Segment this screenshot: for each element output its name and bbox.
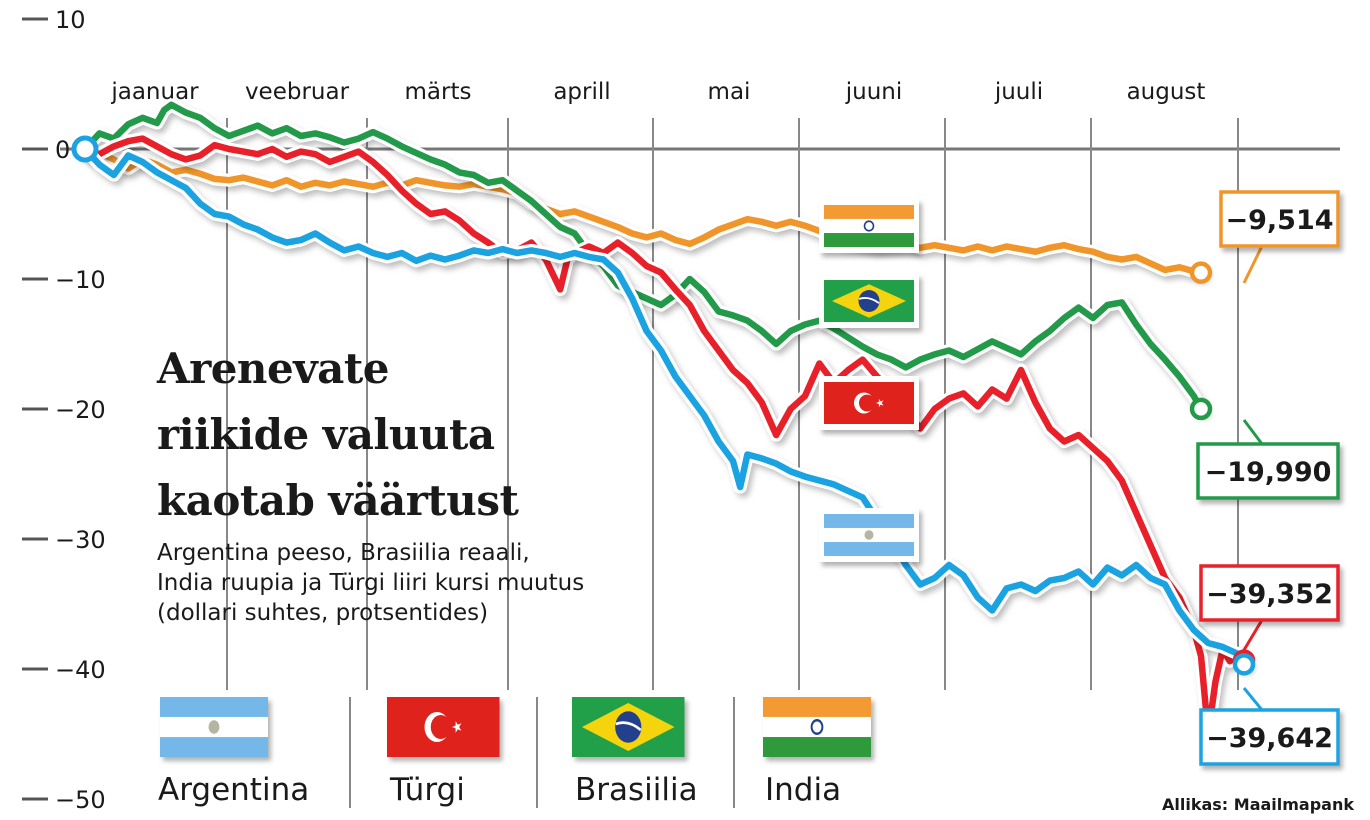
callout-box — [1199, 708, 1340, 766]
series-line-brasiilia — [81, 101, 1205, 413]
series-line-india — [81, 145, 1205, 276]
callout-box — [1199, 564, 1340, 622]
start-marker — [71, 135, 99, 163]
x-axis: jaanuar veebruar märts aprill mai juuni juuli a… — [110, 79, 1205, 105]
end-marker — [1189, 397, 1213, 421]
value-callout-brasiilia: −19,990 — [1189, 397, 1340, 500]
callout-tail — [1242, 419, 1265, 446]
month-label: august — [1127, 79, 1206, 105]
flag-brazil-inline — [819, 274, 919, 328]
source-note: Allikas: Maailmapank — [1162, 795, 1354, 814]
flag-argentina-inline — [819, 508, 919, 562]
series-lines — [78, 98, 1251, 741]
subtitle-line: India ruupia ja Türgi liiri kursi muutus — [157, 570, 585, 596]
value-label: −39,352 — [1206, 579, 1333, 610]
title-line: riikide valuuta — [157, 410, 495, 459]
end-markers: −9,514 −19,990 −39,352 −39,642 — [71, 135, 1340, 766]
end-marker — [1232, 653, 1256, 676]
y-tick-label: −30 — [55, 526, 106, 554]
callout-tail — [1242, 687, 1266, 712]
callout-box — [1219, 190, 1340, 248]
legend-flag-argentina — [160, 697, 268, 757]
month-label: juuni — [845, 79, 903, 105]
legend-label-brazil: Brasiilia — [575, 772, 698, 808]
value-label: −39,642 — [1206, 723, 1333, 754]
subtitle-line: (dollari suhtes, protsentides) — [157, 600, 489, 626]
y-tick-label: 10 — [55, 6, 86, 34]
y-tick-label: −50 — [55, 786, 106, 814]
end-marker — [1189, 261, 1213, 284]
y-tick-label: −20 — [55, 396, 106, 424]
month-label: juuli — [994, 79, 1043, 105]
value-callout-india: −9,514 — [1189, 190, 1340, 284]
month-label: jaanuar — [110, 79, 199, 105]
callout-tail — [1242, 618, 1265, 651]
title-line: kaotab väärtust — [157, 476, 519, 525]
value-callout-argentina: −39,642 — [1199, 653, 1340, 766]
value-label: −19,990 — [1205, 457, 1332, 488]
legend-label-argentina: Argentina — [158, 772, 310, 808]
flag-india-inline — [819, 199, 919, 253]
series-line-argentina — [81, 145, 1248, 668]
chart-title: Arenevate riikide valuuta kaotab väärtus… — [157, 336, 519, 534]
y-axis: 10 0 −10 −20 −30 −40 −50 — [22, 6, 106, 814]
legend-flag-turkey — [387, 697, 500, 757]
y-tick-label: −10 — [55, 266, 106, 294]
flag-turkey-inline — [819, 376, 919, 430]
title-line: Arenevate — [157, 344, 389, 393]
month-label: aprill — [553, 79, 610, 105]
subtitle-line: Argentina peeso, Brasiilia reaali, — [157, 540, 530, 566]
legend-label-turkey: Türgi — [390, 772, 465, 808]
legend-flag-brazil — [570, 695, 686, 759]
callout-box — [1196, 442, 1340, 500]
month-label: märts — [405, 79, 472, 105]
series-line-türgi — [81, 135, 1248, 738]
chart-subtitle: Argentina peeso, Brasiilia reaali, India… — [157, 538, 584, 628]
callout-tail — [1242, 244, 1265, 284]
month-label: veebruar — [245, 79, 350, 105]
y-tick-label: −40 — [55, 656, 106, 684]
legend-label-india: India — [765, 772, 842, 808]
value-callout-türgi: −39,352 — [1199, 564, 1340, 672]
y-tick-label: 0 — [55, 136, 70, 164]
month-label: mai — [708, 79, 751, 105]
value-label: −9,514 — [1225, 205, 1333, 236]
legend-flag-india — [761, 695, 873, 759]
